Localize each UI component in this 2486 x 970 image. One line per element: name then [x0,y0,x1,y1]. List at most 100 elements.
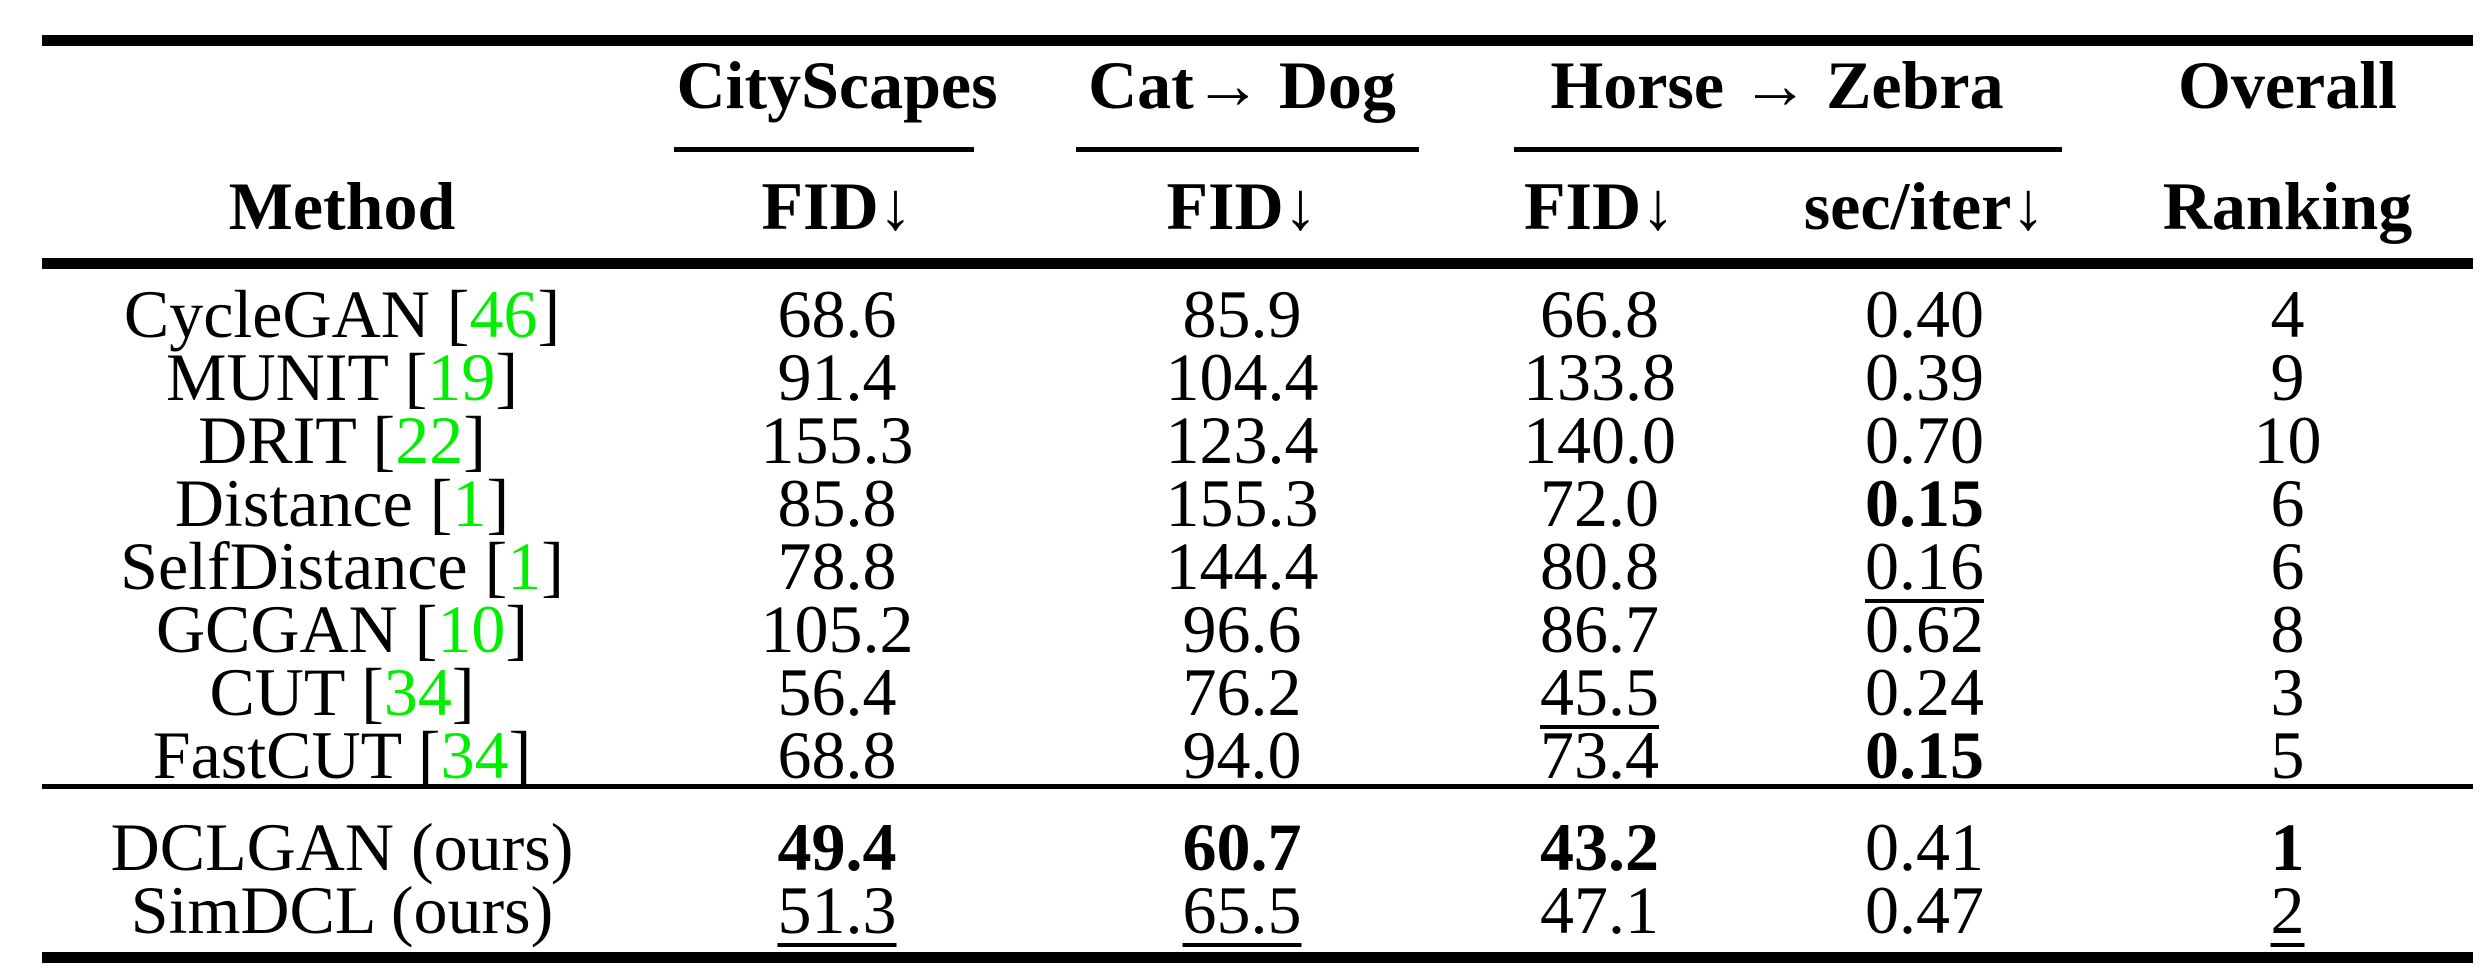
header-group-cityscapes: CityScapes [676,47,998,123]
table-row: FastCUT [34] 68.8 94.0 73.4 0.15 5 [42,721,2473,789]
horsezebra-fid-cell: 140.0 [1523,402,1676,478]
method-suffix: ] [508,717,532,793]
method-suffix: ] [495,339,518,415]
method-suffix: ] [451,654,475,730]
horsezebra-fid-cell: 47.1 [1540,872,1659,948]
seciter-cell: 0.41 [1865,809,1984,885]
citation-link[interactable]: 46 [469,276,538,352]
cityscapes-fid-cell: 155.3 [760,402,914,478]
method-cell: MUNIT [19] [42,343,642,411]
ranking-cell: 4 [2270,276,2305,352]
header-catdog-fid: FID↓ [1166,168,1318,244]
seciter-cell: 0.15 [1865,465,1984,541]
method-name: FastCUT [ [152,717,441,793]
baseline-rows: CycleGAN [46] 68.6 85.9 66.8 0.40 4 MUNI… [42,280,2473,789]
citation-link[interactable]: 34 [440,717,509,793]
header-seciter: sec/iter↓ [1803,168,2046,244]
method-name: CycleGAN [ [123,276,470,352]
header-cityscapes-fid: FID↓ [761,168,913,244]
method-cell: FastCUT [34] [42,721,642,789]
ranking-cell: 10 [2253,402,2322,478]
citation-link[interactable]: 19 [427,339,496,415]
seciter-cell: 0.47 [1865,872,1984,948]
results-table: CityScapes Cat→ Dog Horse → Zebra Overal… [42,0,2473,970]
table-row: GCGAN [10] 105.2 96.6 86.7 0.62 8 [42,595,2473,663]
horsezebra-fid-cell: 86.7 [1540,591,1659,667]
ranking-cell: 8 [2270,591,2305,667]
header-group-overall: Overall [2177,47,2398,123]
method-suffix: ] [463,402,486,478]
citation-link[interactable]: 22 [395,402,464,478]
ranking-cell: 9 [2270,339,2305,415]
ranking-cell: 6 [2270,465,2305,541]
method-name: DCLGAN (ours) [110,809,574,885]
method-cell: DRIT [22] [42,406,642,474]
cityscapes-fid-cell: 85.8 [777,465,897,541]
horsezebra-fid-cell: 43.2 [1540,809,1659,885]
method-cell: DCLGAN (ours) [42,813,642,881]
ours-rows: DCLGAN (ours) 49.4 60.7 43.2 0.41 1 SimD… [42,813,2473,944]
citation-link[interactable]: 1 [507,528,542,604]
cityscapes-fid-cell: 49.4 [777,809,897,885]
ranking-cell: 5 [2270,717,2305,793]
table-row: SelfDistance [1] 78.8 144.4 80.8 0.16 6 [42,532,2473,600]
method-name: GCGAN [ [155,591,438,667]
horsezebra-fid-cell: 80.8 [1540,528,1659,604]
method-name: MUNIT [ [166,339,428,415]
horsezebra-fid-cell: 45.5 [1540,654,1659,730]
ranking-cell: 6 [2270,528,2305,604]
method-name: DRIT [ [198,402,396,478]
citation-link[interactable]: 1 [452,465,487,541]
cityscapes-fid-cell: 68.6 [777,276,897,352]
table-row: SimDCL (ours) 51.3 65.5 47.1 0.47 2 [42,876,2473,944]
cityscapes-fid-cell: 78.8 [777,528,897,604]
catdog-fid-cell: 144.4 [1165,528,1319,604]
table-row: DCLGAN (ours) 49.4 60.7 43.2 0.41 1 [42,813,2473,881]
citation-link[interactable]: 34 [383,654,452,730]
cityscapes-fid-cell: 105.2 [760,591,914,667]
citation-link[interactable]: 10 [437,591,506,667]
catdog-fid-cell: 60.7 [1182,809,1302,885]
header-group-empty [42,46,642,124]
catdog-fid-cell: 104.4 [1165,339,1319,415]
horsezebra-fid-cell: 133.8 [1523,339,1676,415]
ours-separator-rule [42,784,2473,789]
seciter-cell: 0.16 [1865,528,1984,604]
cityscapes-fid-cell: 91.4 [777,339,897,415]
seciter-cell: 0.40 [1865,276,1984,352]
table-row: MUNIT [19] 91.4 104.4 133.8 0.39 9 [42,343,2473,411]
method-name: Distance [ [174,465,453,541]
method-cell: CUT [34] [42,658,642,726]
catdog-fid-cell: 155.3 [1165,465,1319,541]
header-group-catdog: Cat→ Dog [1088,47,1396,123]
horsezebra-fid-cell: 72.0 [1540,465,1659,541]
method-name: SimDCL (ours) [130,872,554,948]
header-sub-row: Method FID↓ FID↓ FID↓ sec/iter↓ Ranking [42,170,2473,242]
ranking-cell: 3 [2270,654,2305,730]
catdog-fid-cell: 65.5 [1182,872,1302,948]
cityscapes-fid-cell: 51.3 [777,872,897,948]
bottom-rule [42,952,2473,963]
horsezebra-fid-cell: 66.8 [1540,276,1659,352]
header-bottom-rule [42,258,2473,269]
catdog-fid-cell: 76.2 [1182,654,1302,730]
header-method: Method [228,168,456,244]
table-row: CUT [34] 56.4 76.2 45.5 0.24 3 [42,658,2473,726]
catdog-fid-cell: 123.4 [1165,402,1319,478]
horsezebra-spanner-rule [1514,147,2062,152]
method-cell: CycleGAN [46] [42,280,642,348]
table-row: DRIT [22] 155.3 123.4 140.0 0.70 10 [42,406,2473,474]
seciter-cell: 0.24 [1865,654,1984,730]
top-rule [42,35,2473,46]
table-row: CycleGAN [46] 68.6 85.9 66.8 0.40 4 [42,280,2473,348]
method-cell: GCGAN [10] [42,595,642,663]
header-ranking: Ranking [2162,168,2413,244]
header-horsezebra-fid: FID↓ [1523,168,1676,244]
header-group-horsezebra: Horse → Zebra [1550,47,2004,123]
seciter-cell: 0.70 [1865,402,1984,478]
table-row: Distance [1] 85.8 155.3 72.0 0.15 6 [42,469,2473,537]
method-cell: Distance [1] [42,469,642,537]
seciter-cell: 0.62 [1865,591,1984,667]
method-suffix: ] [486,465,510,541]
